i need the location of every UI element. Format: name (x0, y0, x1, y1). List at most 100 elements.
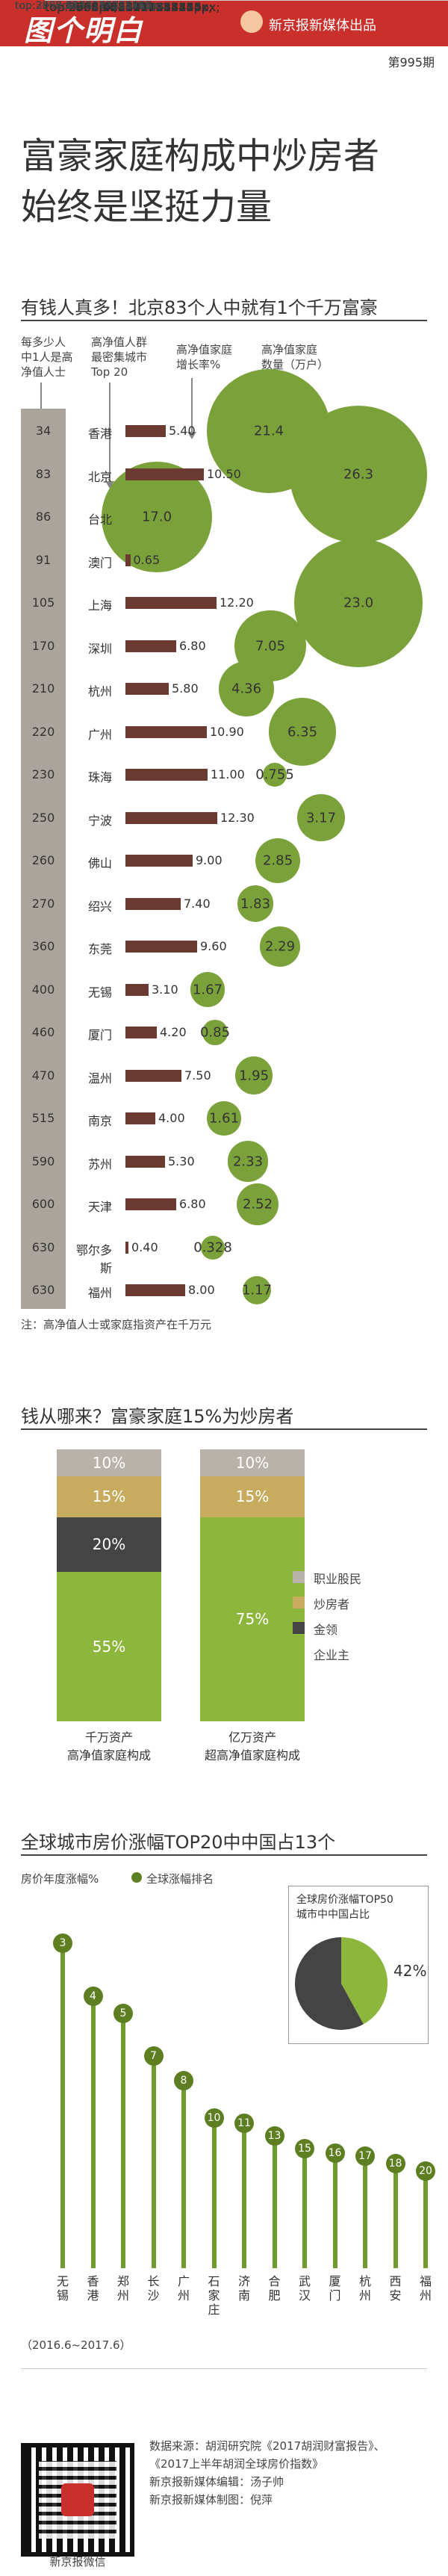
ytick: top:2826.4285714285716px; (15, 0, 169, 12)
col-head-ratio-line: 净值人士 (21, 365, 66, 379)
rank-badge: 11 (234, 2114, 254, 2134)
city-label: 澳门 (87, 555, 112, 570)
legend-house-swatch (293, 1597, 305, 1609)
legend-broker: 职业股民 (293, 1569, 361, 1587)
rank-badge: 8 (174, 2071, 193, 2091)
pie-caption-line: 城市中中国占比 (296, 1909, 370, 1921)
section1-note: 注：高净值人士或家庭指资产在千万元 (21, 1318, 212, 1331)
arrow-city-head-icon (105, 481, 114, 489)
ytick: top:2859.8571428571427px; (15, 0, 169, 12)
qr-logo-icon (61, 2483, 94, 2516)
rate-bar (125, 1069, 181, 1082)
rank-badge: 18 (385, 2153, 405, 2173)
city-label: 福州 (87, 1286, 112, 1300)
ratio-value: 86 (35, 510, 52, 524)
count-value: 17.0 (141, 509, 172, 525)
count-value: 4.36 (231, 681, 262, 697)
stack2-caption-line: 亿万资产 (228, 1730, 276, 1744)
ratio-value: 460 (31, 1025, 55, 1039)
rank-badge: 5 (113, 2004, 133, 2024)
pie-caption-line: 全球房价涨幅TOP50 (296, 1894, 393, 1906)
ratio-value: 630 (31, 1239, 55, 1254)
qr-code[interactable] (21, 2443, 134, 2557)
rank-legend-label: 全球涨幅排名 (146, 1872, 214, 1886)
city-label: 长沙 (147, 2274, 160, 2303)
section2-divider (21, 1428, 427, 1430)
arrow-rate-head-icon (187, 432, 196, 439)
col-head-rate-line: 高净值家庭 (176, 343, 233, 356)
rate-bar (125, 468, 204, 480)
footer-editor: 新京报新媒体编辑：汤子帅 (149, 2475, 284, 2489)
rate-value: 3.10 (152, 982, 178, 997)
col-head-ratio-line: 中1人是高 (21, 350, 73, 364)
count-bubble (201, 1235, 225, 1260)
city-label: 广州 (177, 2274, 190, 2303)
rate-bar (125, 1027, 157, 1038)
stack1-caption: 千万资产 高净值家庭构成 (57, 1729, 161, 1765)
rate-value: 11.00 (211, 767, 245, 781)
legend-owner-swatch (293, 1647, 305, 1659)
count-value: 0.755 (255, 767, 294, 783)
city-label: 温州 (87, 1071, 112, 1086)
section3-title: 全球城市房价涨幅TOP20中中国占13个 (21, 1832, 336, 1853)
city-label: 济南 (237, 2274, 250, 2303)
rank-badge: 17 (355, 2146, 375, 2166)
rate-bar (125, 1284, 185, 1296)
ratio-value: 34 (35, 424, 52, 438)
city-label: 上海 (87, 598, 112, 613)
rate-bar (125, 725, 207, 738)
stack1-house: 15% (57, 1476, 161, 1517)
city-label: 北京 (87, 469, 112, 484)
rate-value: 7.40 (184, 896, 211, 911)
value-pole (211, 2118, 217, 2268)
value-pole (242, 2123, 246, 2268)
city-label: 珠海 (87, 770, 112, 784)
ratio-value: 630 (31, 1283, 55, 1297)
ytick: top:2692.714285714286px; (15, 0, 162, 12)
city-label: 宁波 (87, 813, 112, 828)
rate-value: 6.80 (179, 1197, 206, 1211)
stack2-house: 15% (200, 1476, 305, 1517)
rate-bar (125, 897, 181, 910)
rate-value: 8.00 (188, 1283, 215, 1297)
count-value: 2.85 (262, 852, 293, 869)
stack1-caption-line: 高净值家庭构成 (66, 1748, 151, 1762)
count-value: 26.3 (343, 466, 374, 482)
ratio-value: 83 (35, 466, 52, 481)
ratio-column-bg (21, 409, 66, 1309)
ratio-value: 360 (31, 939, 55, 953)
count-value: 1.83 (240, 896, 271, 911)
count-value: 2.52 (242, 1196, 273, 1213)
ratio-value: 250 (31, 810, 55, 825)
pie-slice-china (341, 1937, 388, 2025)
count-bubble (207, 1101, 241, 1136)
rank-badge: 16 (325, 2143, 345, 2164)
ytick: top:2625.857142857143px; (15, 0, 162, 12)
qr-caption: 新京报微信 (49, 2555, 106, 2569)
count-value: 2.33 (232, 1154, 264, 1169)
count-bubble (190, 972, 225, 1007)
rate-value: 4.00 (158, 1111, 185, 1125)
stack1-broker: 10% (57, 1449, 161, 1476)
rate-bar (125, 554, 131, 566)
count-bubble (297, 793, 345, 842)
rate-bar (125, 983, 149, 996)
rate-value: 7.50 (184, 1068, 211, 1083)
count-value: 1.95 (238, 1068, 270, 1083)
pie-chart: 42% (294, 1937, 426, 2030)
header-bar: 图个明白 新京报新媒体出品 (0, 0, 448, 47)
value-pole (393, 2163, 398, 2268)
city-label: 苏州 (87, 1157, 112, 1171)
count-value: 1.61 (208, 1110, 240, 1127)
col-head-ratio-line: 每多少人 (21, 335, 66, 349)
rate-bar (125, 683, 169, 695)
stack2-owner: 75% (200, 1517, 305, 1721)
count-bubble (227, 1141, 269, 1182)
col-head-city-line: 高净值人群 (91, 335, 148, 349)
city-label: 郑州 (116, 2274, 129, 2303)
count-bubble (234, 1056, 273, 1095)
city-label: 福州 (419, 2274, 432, 2303)
city-label: 合肥 (268, 2274, 281, 2303)
ytick: top:2759.5714285714284px; (15, 0, 169, 12)
legend-house-label: 炒房者 (314, 1597, 350, 1611)
